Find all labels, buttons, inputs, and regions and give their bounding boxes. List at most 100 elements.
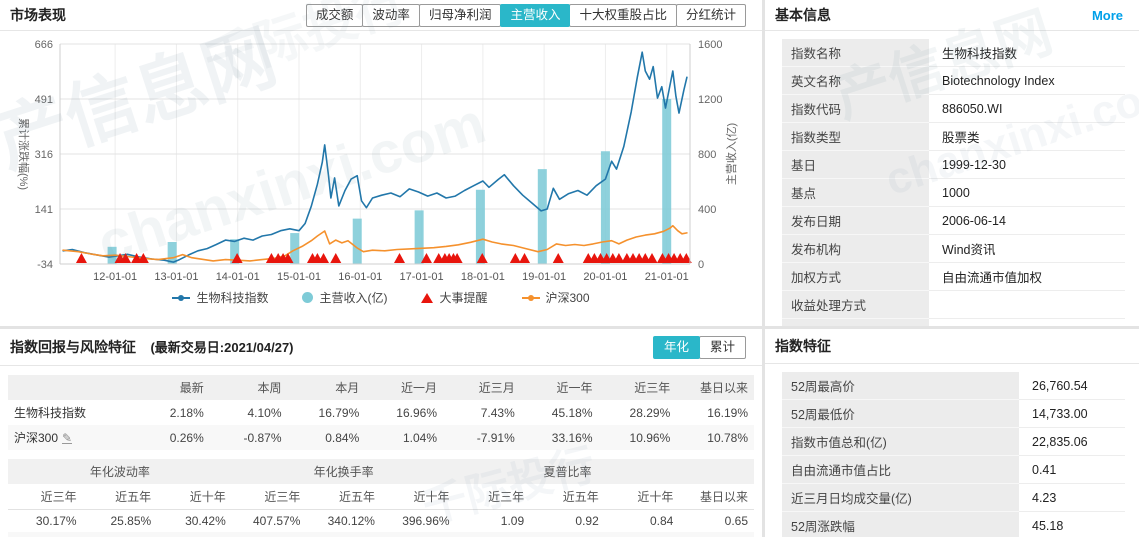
legend-label: 大事提醒: [439, 291, 488, 305]
revenue-bar: [662, 99, 672, 264]
kv-label: 指数市值总和(亿): [782, 428, 1019, 456]
market-tab-波动率[interactable]: 波动率: [362, 3, 420, 27]
return-value-cell: -0.87%: [243, 430, 282, 445]
event-marker: [509, 253, 521, 263]
left-axis-tick: 316: [35, 149, 53, 161]
index-name-cell: 生物科技指数: [8, 400, 132, 425]
risk-value-cell: 30.42%: [157, 509, 232, 532]
risk-data-row: 30.17% 25.85% 30.42% 407.57% 340.12% 396.96% 1…: [8, 509, 754, 532]
basic-info-row: 指数代码 886050.WI: [782, 95, 1125, 123]
basic-info-table: 指数名称 生物科技指数 英文名称 Biotechnology Index 指数代码 886…: [782, 39, 1125, 326]
return-value-cell: 33.16%: [551, 430, 593, 445]
kv-label: 加权方式: [782, 263, 929, 291]
kv-value: 22,835.06: [1019, 428, 1125, 456]
kv-label: 基日: [782, 151, 929, 179]
risk-col-header: 近十年: [189, 490, 226, 504]
returns-table: 最新 本周 本月 近一月 近三月 近一年 近三年 基日以来 生物科技指数 2.18% 4.10% 16…: [8, 375, 754, 450]
revenue-bar: [290, 233, 300, 264]
basic-info-panel: 基本信息 More 指数名称 生物科技指数 英文名称 Biotechnology In…: [765, 0, 1139, 326]
risk-value-cell: 0.57: [530, 532, 605, 537]
return-value-cell: 4.10%: [247, 405, 282, 420]
kv-value: 886050.WI: [929, 95, 1125, 123]
legend-label: 主营收入(亿): [319, 291, 388, 305]
edit-benchmark-icon[interactable]: ✎: [62, 431, 73, 445]
kv-value: Biotechnology Index: [929, 67, 1125, 95]
risk-value-cell: 340.12%: [306, 509, 381, 532]
return-value-cell: 7.43%: [480, 405, 515, 420]
legend-item-生物科技指数[interactable]: 生物科技指数: [172, 289, 268, 306]
market-tab-分红统计[interactable]: 分红统计: [675, 3, 746, 27]
basic-info-row: 收益处理方式: [782, 291, 1125, 319]
risk-value-cell: 125.04%: [381, 532, 456, 537]
legend-item-主营收入(亿)[interactable]: 主营收入(亿): [302, 289, 387, 306]
index-features-panel: 指数特征 52周最高价 26,760.54 52周最低价 14,733.00 指数市值总…: [765, 329, 1139, 537]
kv-label: 发布日期: [782, 207, 929, 235]
market-tab-归母净利润[interactable]: 归母净利润: [418, 3, 502, 27]
kv-label: 指数代码: [782, 95, 929, 123]
returns-title: 指数回报与风险特征: [10, 339, 136, 355]
left-axis-tick: 491: [35, 94, 53, 106]
right-axis-tick: 800: [698, 149, 716, 161]
risk-group-header: 夏普比率: [543, 465, 592, 479]
basic-info-header: 基本信息 More: [765, 0, 1139, 31]
return-value-cell: 1.04%: [402, 430, 437, 445]
legend-line-dot: [527, 294, 534, 301]
return-value-cell: 16.79%: [318, 405, 360, 420]
series-line-生物科技指数: [62, 51, 688, 263]
risk-value-cell: 0.56: [456, 532, 531, 537]
legend-label: 生物科技指数: [196, 291, 269, 305]
legend-label: 沪深300: [545, 291, 590, 305]
event-marker: [75, 253, 87, 263]
right-axis-tick: 400: [698, 204, 716, 216]
risk-value-cell: 30.17%: [8, 509, 83, 532]
revenue-bar: [600, 151, 610, 264]
features-row: 指数市值总和(亿) 22,835.06: [782, 428, 1125, 456]
returns-col-header: 本月: [335, 381, 360, 395]
returns-col-header: 最新: [179, 381, 204, 395]
risk-data-row: 21.82%18.74%22.88%113.84%110.47%125.04%0…: [8, 532, 754, 537]
event-marker: [231, 253, 243, 263]
features-header: 指数特征: [765, 329, 1139, 364]
legend-line-icon: [521, 294, 540, 301]
index-name-cell: 沪深300 ✎: [8, 425, 132, 450]
market-tab-十大权重股占比[interactable]: 十大权重股占比: [569, 3, 677, 27]
returns-col-header: 近三月: [478, 381, 515, 395]
features-row: 自由流通市值占比 0.41: [782, 456, 1125, 484]
kv-label: 自由流通市值占比: [782, 456, 1019, 484]
risk-value-cell: 1.09: [455, 509, 531, 532]
latest-trade-date: (最新交易日:2021/04/27): [150, 340, 294, 355]
legend-line-dot: [178, 294, 185, 301]
market-tabs: 成交额 波动率 归母净利润 主营收入 十大权重股占比 分红统计: [305, 3, 746, 27]
return-value-cell: 16.19%: [707, 405, 748, 420]
market-chart[interactable]: 666 1600 491 1200 316 800 141 400 -34 0 12-01-01 13…: [0, 33, 762, 287]
kv-label: 52周最高价: [782, 372, 1019, 400]
toggle-年化[interactable]: 年化: [652, 335, 700, 359]
returns-title-wrap: 指数回报与风险特征 (最新交易日:2021/04/27): [10, 337, 294, 357]
risk-table: 年化波动率 年化换手率 夏普比率 近三年 近五年 近十年 近三年 近五年 近十年 近三年 近五年 近十…: [8, 459, 754, 537]
x-axis-tick: 16-01-01: [338, 271, 382, 283]
left-axis-tick: 666: [35, 39, 53, 51]
basic-info-row: 英文名称 Biotechnology Index: [782, 67, 1125, 95]
right-axis-tick: 0: [698, 259, 704, 271]
more-link[interactable]: More: [1091, 7, 1123, 23]
x-axis-tick: 14-01-01: [216, 271, 260, 283]
legend-item-大事提醒[interactable]: 大事提醒: [421, 289, 488, 306]
event-marker: [519, 253, 531, 263]
x-axis-tick: 20-01-01: [583, 271, 627, 283]
toggle-累计[interactable]: 累计: [698, 335, 746, 359]
market-title: 市场表现: [10, 7, 66, 23]
market-tab-主营收入[interactable]: 主营收入: [500, 3, 571, 27]
kv-label: 指数名称: [782, 39, 929, 67]
return-value-cell: 16.96%: [396, 405, 437, 420]
kv-label: 基点: [782, 179, 929, 207]
return-value-cell: 10.78%: [707, 430, 748, 445]
features-row: 52周最低价 14,733.00: [782, 400, 1125, 428]
right-axis-tick: 1200: [698, 94, 722, 106]
basic-info-row: 指数类型 股票类: [782, 123, 1125, 151]
risk-col-header: 近三年: [264, 490, 301, 504]
risk-col-header: 近三年: [40, 490, 77, 504]
market-tab-成交额[interactable]: 成交额: [305, 3, 364, 27]
legend-item-沪深300[interactable]: 沪深300: [521, 289, 590, 306]
market-panel-header: 市场表现 成交额 波动率 归母净利润 主营收入 十大权重股占比 分红统计: [0, 0, 762, 31]
features-row: 52周涨跌幅 45.18: [782, 512, 1125, 537]
